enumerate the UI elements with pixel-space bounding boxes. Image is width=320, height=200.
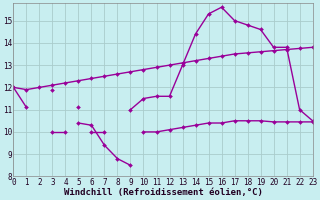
X-axis label: Windchill (Refroidissement éolien,°C): Windchill (Refroidissement éolien,°C) [64,188,262,197]
